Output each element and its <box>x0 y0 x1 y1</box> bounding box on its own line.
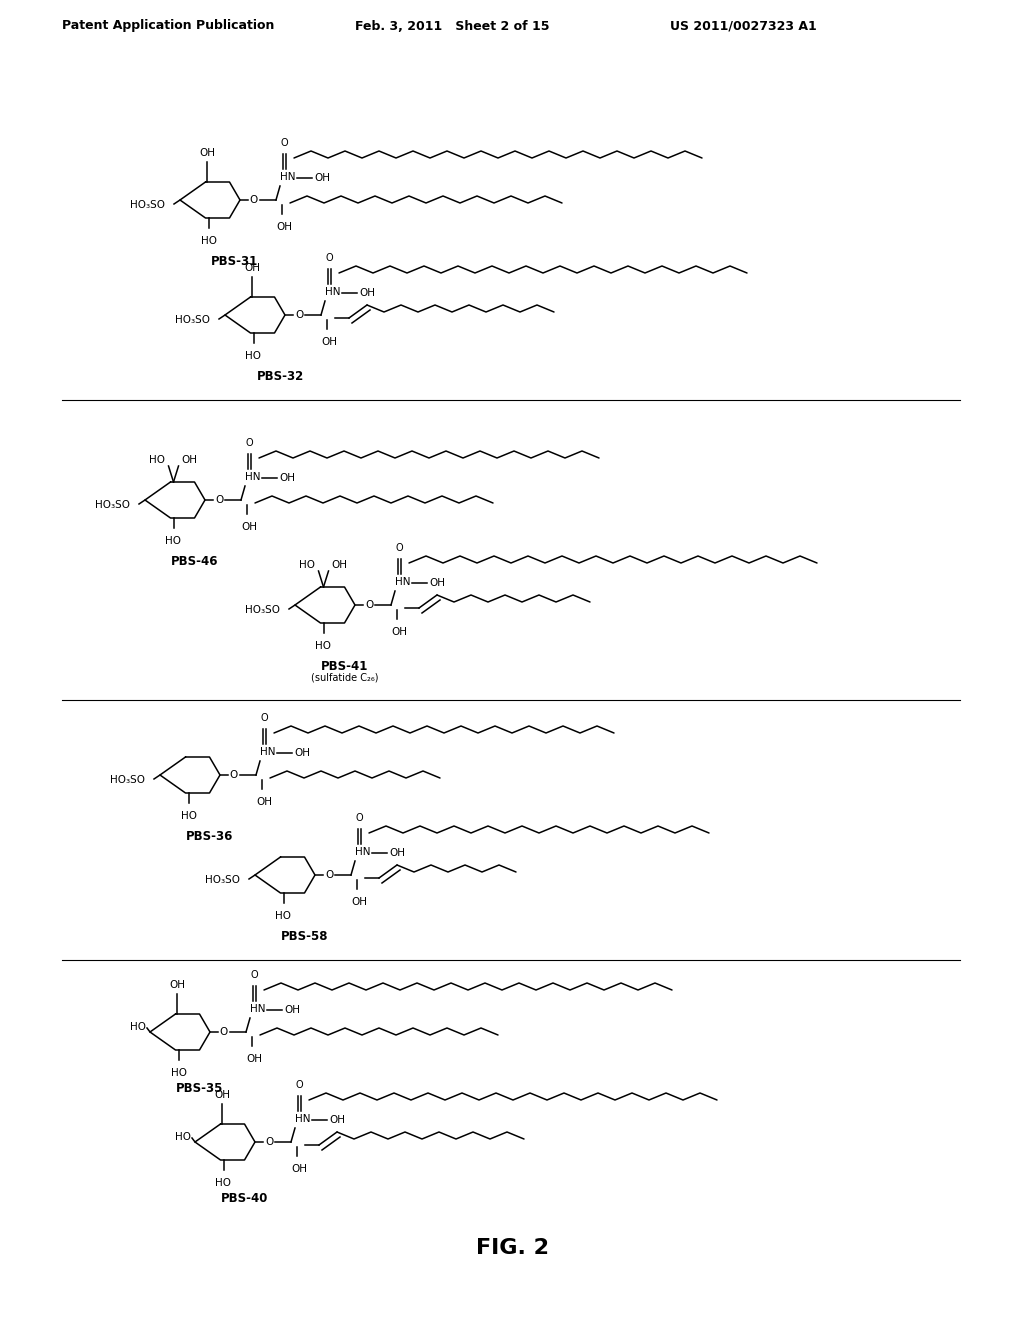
Text: FIG. 2: FIG. 2 <box>475 1238 549 1258</box>
Text: PBS-31: PBS-31 <box>211 255 259 268</box>
Text: O: O <box>220 1027 228 1038</box>
Text: OH: OH <box>391 627 407 638</box>
Text: OH: OH <box>284 1005 300 1015</box>
Text: O: O <box>326 253 333 263</box>
Text: HN: HN <box>295 1114 310 1125</box>
Text: US 2011/0027323 A1: US 2011/0027323 A1 <box>670 20 817 33</box>
Text: OH: OH <box>329 1115 345 1125</box>
Text: O: O <box>325 870 333 880</box>
Text: O: O <box>250 195 258 205</box>
Text: HN: HN <box>250 1005 266 1014</box>
Text: OH: OH <box>359 288 375 298</box>
Text: OH: OH <box>351 898 367 907</box>
Text: OH: OH <box>244 263 260 273</box>
Text: PBS-36: PBS-36 <box>186 830 233 843</box>
Text: OH: OH <box>332 560 347 570</box>
Text: HO₃SO: HO₃SO <box>95 500 130 510</box>
Text: HO: HO <box>315 642 332 651</box>
Text: OH: OH <box>181 455 198 465</box>
Text: HO₃SO: HO₃SO <box>175 315 210 325</box>
Text: OH: OH <box>389 847 406 858</box>
Text: OH: OH <box>314 173 330 183</box>
Text: HO: HO <box>215 1177 231 1188</box>
Text: HN: HN <box>395 577 411 587</box>
Text: Feb. 3, 2011   Sheet 2 of 15: Feb. 3, 2011 Sheet 2 of 15 <box>355 20 550 33</box>
Text: O: O <box>395 543 402 553</box>
Text: O: O <box>295 310 303 319</box>
Text: HN: HN <box>281 172 296 182</box>
Text: (sulfatide C₂₆): (sulfatide C₂₆) <box>311 673 379 682</box>
Text: PBS-32: PBS-32 <box>256 370 304 383</box>
Text: HO: HO <box>150 455 166 465</box>
Text: PBS-46: PBS-46 <box>171 554 219 568</box>
Text: OH: OH <box>291 1164 307 1173</box>
Text: O: O <box>250 970 258 979</box>
Text: PBS-40: PBS-40 <box>221 1192 268 1205</box>
Text: OH: OH <box>241 521 257 532</box>
Text: HO₃SO: HO₃SO <box>130 201 165 210</box>
Text: HN: HN <box>260 747 275 756</box>
Text: OH: OH <box>321 337 337 347</box>
Text: OH: OH <box>276 222 292 232</box>
Text: PBS-35: PBS-35 <box>176 1082 223 1096</box>
Text: OH: OH <box>256 797 272 807</box>
Text: HO: HO <box>166 536 181 546</box>
Text: OH: OH <box>169 979 185 990</box>
Text: HO: HO <box>299 560 315 570</box>
Text: OH: OH <box>294 748 310 758</box>
Text: OH: OH <box>429 578 445 587</box>
Text: HO: HO <box>180 810 197 821</box>
Text: HN: HN <box>246 473 261 482</box>
Text: O: O <box>215 495 223 506</box>
Text: HO: HO <box>246 351 261 360</box>
Text: HN: HN <box>326 286 341 297</box>
Text: O: O <box>365 601 373 610</box>
Text: Patent Application Publication: Patent Application Publication <box>62 20 274 33</box>
Text: HO: HO <box>201 236 216 246</box>
Text: O: O <box>295 1080 303 1090</box>
Text: OH: OH <box>279 473 295 483</box>
Text: HO: HO <box>275 911 292 921</box>
Text: PBS-58: PBS-58 <box>282 931 329 942</box>
Text: PBS-41: PBS-41 <box>322 660 369 673</box>
Text: OH: OH <box>246 1053 262 1064</box>
Text: OH: OH <box>199 148 215 158</box>
Text: HO: HO <box>171 1068 186 1078</box>
Text: HO: HO <box>130 1022 146 1032</box>
Text: HO: HO <box>175 1133 191 1142</box>
Text: HO₃SO: HO₃SO <box>110 775 145 785</box>
Text: O: O <box>245 438 253 447</box>
Text: HO₃SO: HO₃SO <box>205 875 240 884</box>
Text: O: O <box>265 1137 273 1147</box>
Text: HO₃SO: HO₃SO <box>245 605 280 615</box>
Text: O: O <box>355 813 362 822</box>
Text: O: O <box>229 770 239 780</box>
Text: HN: HN <box>355 847 371 857</box>
Text: O: O <box>260 713 268 723</box>
Text: O: O <box>281 139 288 148</box>
Text: OH: OH <box>214 1090 230 1100</box>
